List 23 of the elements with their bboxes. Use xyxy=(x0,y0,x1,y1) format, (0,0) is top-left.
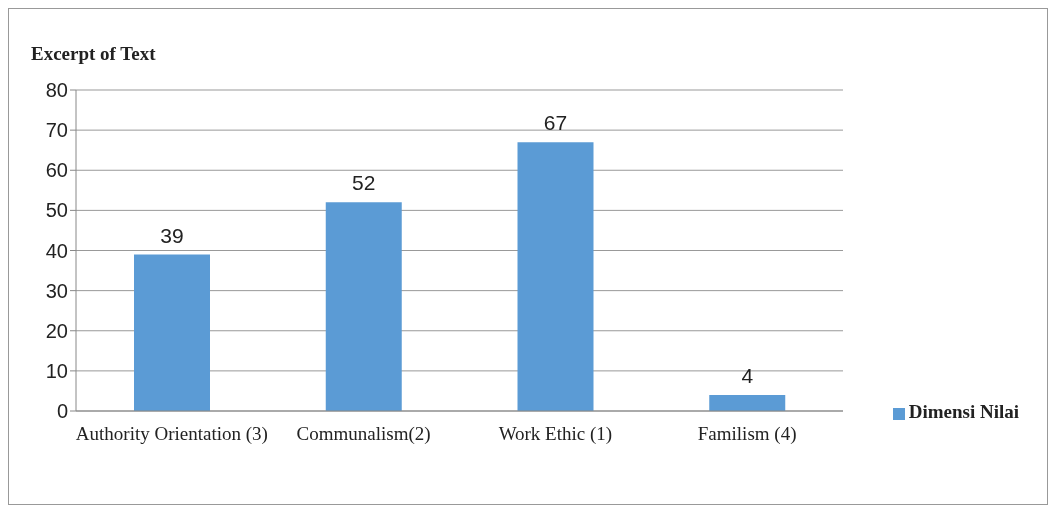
bar xyxy=(709,394,786,411)
y-tick-label: 70 xyxy=(45,119,68,142)
data-label: 67 xyxy=(543,111,568,135)
y-axis-title: Excerpt of Text xyxy=(31,43,156,65)
y-tick-label: 80 xyxy=(45,79,68,102)
y-tick-label: 50 xyxy=(45,199,68,222)
bar xyxy=(325,202,402,411)
y-tick-label: 10 xyxy=(45,359,68,382)
data-label: 52 xyxy=(352,171,376,195)
legend-label: Dimensi Nilai xyxy=(908,401,1019,422)
x-tick-label: Authority Orientation (3) xyxy=(75,423,268,446)
bar xyxy=(134,254,210,411)
x-tick-label: Work Ethic (1) xyxy=(498,423,613,446)
y-tick-label: 0 xyxy=(56,400,68,423)
y-tick-label: 40 xyxy=(45,239,68,262)
x-tick-label: Familism (4) xyxy=(697,423,797,446)
y-tick-label: 30 xyxy=(45,279,68,302)
y-tick-label: 20 xyxy=(45,319,68,342)
y-tick-label: 60 xyxy=(45,159,68,182)
x-tick-label: Communalism(2) xyxy=(296,423,431,446)
data-label: 39 xyxy=(160,223,184,247)
data-label: 4 xyxy=(741,363,754,387)
bar xyxy=(517,142,594,411)
